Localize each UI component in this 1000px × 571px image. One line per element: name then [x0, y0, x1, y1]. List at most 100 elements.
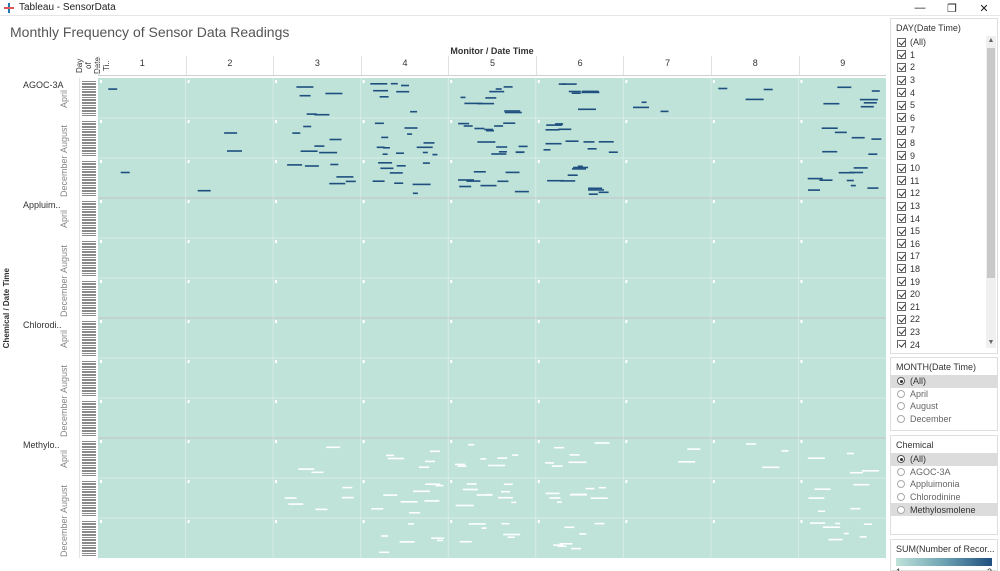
day-filter-item[interactable]: 9	[891, 149, 997, 162]
heatmap-mark[interactable]	[608, 151, 618, 153]
heatmap-mark[interactable]	[287, 164, 303, 166]
heatmap-mark[interactable]	[587, 148, 597, 150]
heatmap-mark[interactable]	[678, 461, 696, 463]
checkbox-checked-icon[interactable]	[897, 214, 906, 224]
heatmap-mark[interactable]	[298, 468, 315, 470]
heatmap-mark[interactable]	[834, 131, 847, 134]
checkbox-checked-icon[interactable]	[897, 62, 906, 72]
checkbox-checked-icon[interactable]	[897, 138, 906, 148]
heatmap-mark[interactable]	[407, 133, 413, 135]
heatmap-mark[interactable]	[387, 457, 404, 460]
heatmap-mark[interactable]	[477, 141, 496, 143]
day-filter-item[interactable]: 20	[891, 288, 997, 301]
heatmap-mark[interactable]	[227, 150, 242, 152]
monitor-header-4[interactable]: 4	[360, 56, 449, 75]
heatmap-mark[interactable]	[462, 488, 478, 491]
heatmap-mark[interactable]	[781, 450, 789, 452]
checkbox-checked-icon[interactable]	[897, 277, 906, 287]
heatmap-mark[interactable]	[299, 94, 311, 97]
heatmap-mark[interactable]	[822, 150, 838, 153]
heatmap-mark[interactable]	[641, 101, 647, 104]
heatmap-mark[interactable]	[501, 522, 510, 525]
heatmap-mark[interactable]	[314, 113, 330, 116]
heatmap-mark[interactable]	[573, 166, 589, 169]
heatmap-mark[interactable]	[835, 522, 841, 525]
day-filter-item[interactable]: 14	[891, 212, 997, 225]
heatmap-mark[interactable]	[863, 102, 877, 104]
heatmap-mark[interactable]	[867, 187, 879, 189]
heatmap-mark[interactable]	[379, 551, 390, 554]
heatmap-mark[interactable]	[808, 189, 820, 191]
month-filter-option[interactable]: December	[891, 413, 997, 426]
checkbox-checked-icon[interactable]	[897, 188, 906, 198]
heatmap-mark[interactable]	[306, 113, 317, 115]
heatmap-mark[interactable]	[497, 457, 508, 459]
heatmap-mark[interactable]	[545, 129, 560, 131]
monitor-header-7[interactable]: 7	[623, 56, 711, 75]
radio-empty-icon[interactable]	[897, 505, 905, 514]
maximize-button[interactable]: ❐	[947, 2, 957, 15]
heatmap-mark[interactable]	[485, 493, 493, 496]
heatmap-mark[interactable]	[859, 98, 878, 101]
heatmap-mark[interactable]	[512, 454, 519, 456]
heatmap-mark[interactable]	[380, 167, 394, 170]
heatmap-mark[interactable]	[383, 494, 398, 496]
heatmap-mark[interactable]	[588, 189, 604, 191]
heatmap-mark[interactable]	[849, 171, 864, 174]
heatmap-mark[interactable]	[577, 165, 583, 168]
checkbox-checked-icon[interactable]	[897, 113, 906, 123]
heatmap-mark[interactable]	[843, 532, 849, 535]
heatmap-mark[interactable]	[425, 483, 441, 485]
heatmap-mark[interactable]	[568, 461, 587, 464]
heatmap-mark[interactable]	[569, 454, 580, 456]
day-filter-item[interactable]: 10	[891, 162, 997, 175]
heatmap-mark[interactable]	[850, 507, 861, 510]
checkbox-checked-icon[interactable]	[897, 327, 906, 337]
heatmap-mark[interactable]	[458, 179, 474, 181]
checkbox-checked-icon[interactable]	[897, 201, 906, 211]
heatmap-mark[interactable]	[549, 497, 561, 499]
chemical-filter-list[interactable]: (All) AGOC-3A Appluimonia Chlorodinine Methy…	[891, 453, 997, 516]
heatmap-mark[interactable]	[543, 149, 551, 151]
heatmap-mark[interactable]	[862, 470, 879, 472]
heatmap-mark[interactable]	[390, 82, 398, 85]
heatmap-mark[interactable]	[819, 179, 833, 181]
heatmap-mark[interactable]	[108, 88, 118, 90]
heatmap-mark[interactable]	[379, 96, 389, 98]
chemical-filter-option[interactable]: Chlorodinine	[891, 491, 997, 504]
heatmap-mark[interactable]	[497, 496, 513, 499]
day-filter-item[interactable]: (All)	[891, 36, 997, 49]
heatmap-mark[interactable]	[476, 494, 493, 496]
day-filter-item[interactable]: 3	[891, 74, 997, 87]
checkbox-checked-icon[interactable]	[897, 264, 906, 274]
heatmap-mark[interactable]	[120, 171, 130, 174]
checkbox-checked-icon[interactable]	[897, 302, 906, 312]
heatmap-mark[interactable]	[489, 90, 505, 93]
heatmap-mark[interactable]	[486, 129, 494, 132]
heatmap-mark[interactable]	[412, 192, 418, 195]
heatmap-mark[interactable]	[518, 145, 528, 148]
day-filter-item[interactable]: 12	[891, 187, 997, 200]
heatmap-mark[interactable]	[660, 110, 669, 113]
heatmap-mark[interactable]	[455, 504, 474, 507]
heatmap-mark[interactable]	[590, 497, 608, 499]
day-filter-item[interactable]: 4	[891, 86, 997, 99]
heatmap-mark[interactable]	[818, 510, 825, 512]
heatmap-mark[interactable]	[473, 171, 486, 173]
heatmap-mark[interactable]	[498, 151, 507, 153]
heatmap-mark[interactable]	[386, 454, 395, 457]
heatmap-mark[interactable]	[814, 488, 831, 490]
month-filter-option[interactable]: April	[891, 388, 997, 401]
scroll-up-icon[interactable]: ▲	[987, 37, 995, 44]
month-filter-option[interactable]: (All)	[891, 375, 997, 388]
heatmap-mark[interactable]	[503, 483, 513, 486]
heatmap-mark[interactable]	[396, 165, 406, 167]
heatmap-mark[interactable]	[551, 465, 563, 467]
heatmap-mark[interactable]	[495, 88, 502, 90]
monitor-header-9[interactable]: 9	[798, 56, 887, 75]
heatmap-mark[interactable]	[372, 180, 385, 182]
heatmap-mark[interactable]	[822, 526, 840, 528]
heatmap-mark[interactable]	[422, 151, 428, 154]
radio-empty-icon[interactable]	[897, 402, 905, 411]
heatmap-mark[interactable]	[224, 132, 238, 134]
